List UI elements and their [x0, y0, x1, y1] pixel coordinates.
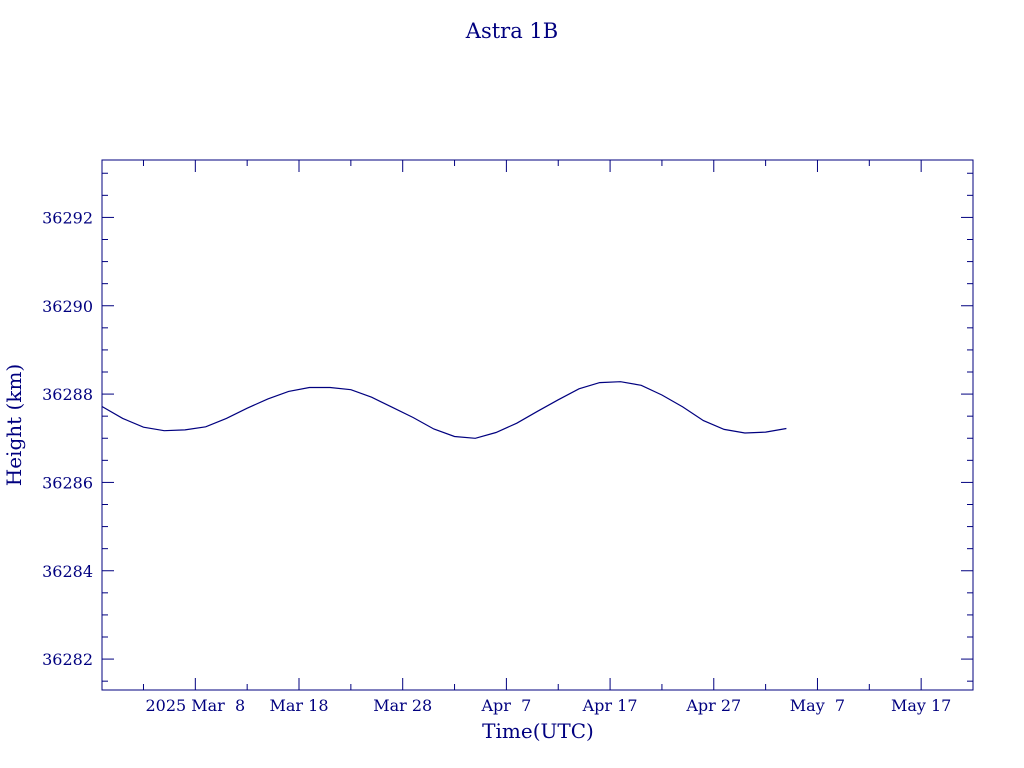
x-tick-label: Mar 28: [373, 696, 432, 715]
y-axis-label: Height (km): [2, 364, 26, 486]
x-tick-label: Mar 18: [270, 696, 329, 715]
axis-ticks: [102, 160, 974, 690]
y-tick-label: 36282: [42, 650, 93, 669]
x-tick-label: 2025 Mar 8: [145, 696, 245, 715]
y-tick-label: 36292: [42, 208, 93, 227]
y-tick-label: 36290: [42, 297, 93, 316]
x-tick-label: May 7: [790, 696, 845, 715]
y-tick-label: 36284: [42, 562, 93, 581]
x-tick-label: Apr 7: [480, 696, 531, 715]
y-tick-label: 36288: [42, 385, 93, 404]
plot-frame: [101, 159, 974, 691]
y-tick-labels: 36282 36284 36286 36288 36290 36292: [42, 208, 93, 669]
y-tick-label: 36286: [42, 473, 93, 492]
x-tick-labels: 2025 Mar 8 Mar 18 Mar 28 Apr 7 Apr 17 Apr 27 M…: [145, 696, 951, 715]
x-tick-label: Apr 27: [685, 696, 741, 715]
series-line: [101, 381, 787, 439]
x-tick-label: May 17: [891, 696, 951, 715]
chart-title: Astra 1B: [465, 19, 558, 43]
x-axis-label: Time(UTC): [482, 719, 594, 743]
x-tick-label: Apr 17: [582, 696, 638, 715]
